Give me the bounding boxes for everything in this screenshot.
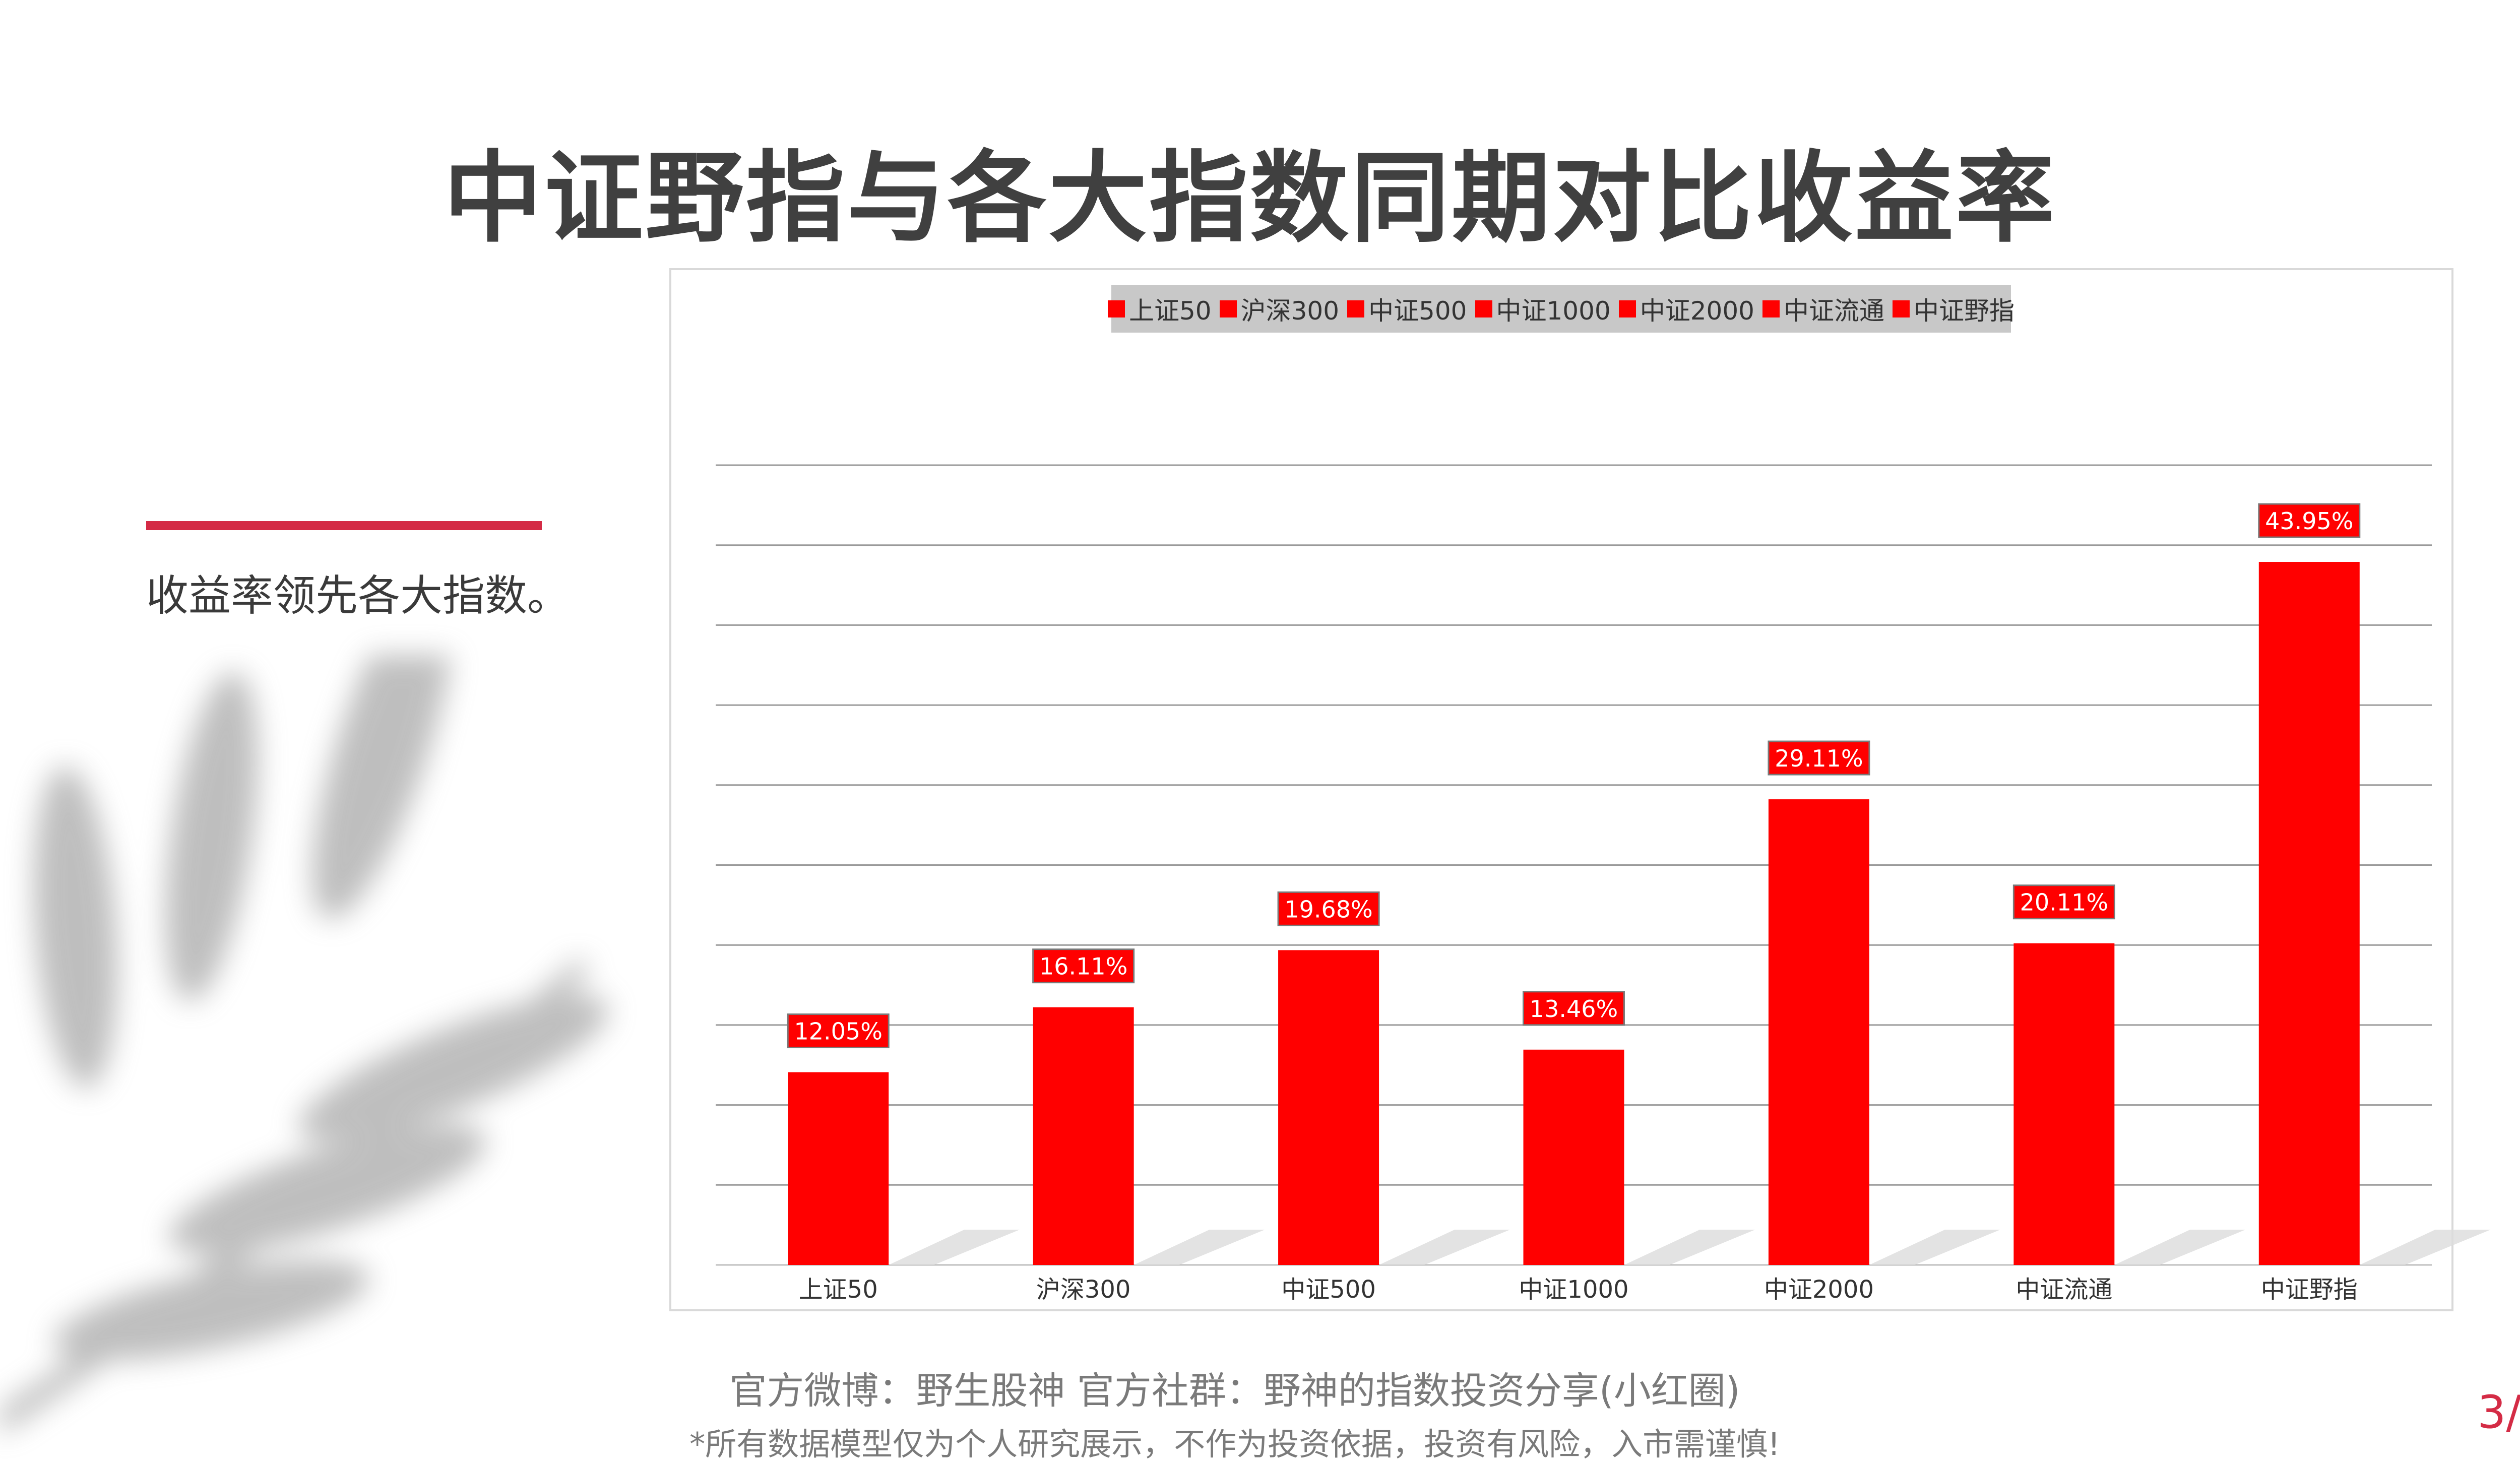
side-caption: 收益率领先各大指数。 [146, 571, 570, 620]
data-label-box [787, 1013, 890, 1049]
bar-shadow [1869, 1230, 2000, 1265]
data-label-box [1032, 948, 1135, 984]
data-label: 13.46% [1530, 995, 1618, 1023]
x-tick-label: 中证500 [1281, 1276, 1376, 1304]
bar [1523, 1049, 1624, 1265]
legend-swatch [1893, 300, 1910, 317]
legend-label: 沪深300 [1240, 296, 1340, 326]
legend-label: 中证野指 [1914, 296, 2014, 326]
legend-label: 中证1000 [1496, 296, 1611, 326]
bar-shadow [889, 1230, 1020, 1265]
legend-label: 中证流通 [1784, 296, 1884, 326]
footer-disclaimer: *所有数据模型仅为个人研究展示，不作为投资依据，投资有风险，入市需谨慎! [689, 1426, 1780, 1462]
data-label-box [1768, 740, 1870, 776]
data-label-box [2012, 884, 2115, 920]
bar [788, 1072, 889, 1265]
x-tick-label: 沪深300 [1036, 1276, 1131, 1304]
page-number: 3/4 [2477, 1386, 2520, 1439]
bar-shadow [1379, 1230, 1510, 1265]
chart-legend: 上证50 沪深300 中证500 中证1000 中证2000 中证流通 中证野指 [1108, 285, 2014, 333]
data-label: 16.11% [1039, 953, 1127, 980]
x-tick-label: 上证50 [799, 1276, 878, 1304]
legend-item: 中证1000 [1475, 291, 1611, 327]
legend-swatch [1618, 300, 1636, 317]
legend-swatch [1475, 300, 1492, 317]
bar [2258, 562, 2360, 1265]
legend-item: 中证2000 [1618, 291, 1754, 327]
data-label: 43.95% [2265, 507, 2353, 535]
x-tick-label: 中证2000 [1764, 1276, 1874, 1304]
legend-item: 中证流通 [1762, 291, 1884, 327]
legend-label: 上证50 [1129, 296, 1212, 326]
data-label-box [1277, 891, 1380, 926]
accent-bar [146, 521, 542, 530]
data-label: 12.05% [794, 1018, 883, 1045]
bar [1033, 1007, 1134, 1265]
legend-item: 沪深300 [1219, 291, 1340, 327]
bar-shadow [2114, 1230, 2246, 1265]
legend-label: 中证500 [1368, 296, 1467, 326]
data-label-box [2258, 503, 2361, 538]
legend-swatch [1762, 300, 1780, 317]
bar [1278, 950, 1379, 1265]
bar-shadow [1624, 1230, 1755, 1265]
bar [1768, 799, 1869, 1265]
legend-item: 中证野指 [1893, 291, 2014, 327]
data-label-box [1523, 991, 1625, 1026]
data-label: 20.11% [2020, 889, 2108, 916]
x-tick-label: 中证野指 [2261, 1276, 2358, 1304]
data-label: 19.68% [1284, 896, 1372, 923]
legend-item: 中证500 [1347, 291, 1467, 327]
page-title: 中证野指与各大指数同期对比收益率 [444, 141, 2057, 256]
x-tick-label: 中证1000 [1519, 1276, 1628, 1304]
legend-item: 上证50 [1108, 291, 1212, 327]
bar [2013, 943, 2115, 1265]
legend-swatch [1108, 300, 1125, 317]
leaf-shadow-decoration [0, 655, 609, 1435]
legend-swatch [1219, 300, 1237, 317]
bar-shadow [1133, 1230, 1265, 1265]
x-tick-label: 中证流通 [2015, 1276, 2112, 1304]
bar-shadow [2359, 1230, 2491, 1265]
legend-swatch [1347, 300, 1365, 317]
footer-social-info: 官方微博：野生股神 官方社群：野神的指数投资分享(小红圈) [729, 1369, 1740, 1413]
legend-label: 中证2000 [1640, 296, 1754, 326]
data-label: 29.11% [1775, 745, 1863, 772]
